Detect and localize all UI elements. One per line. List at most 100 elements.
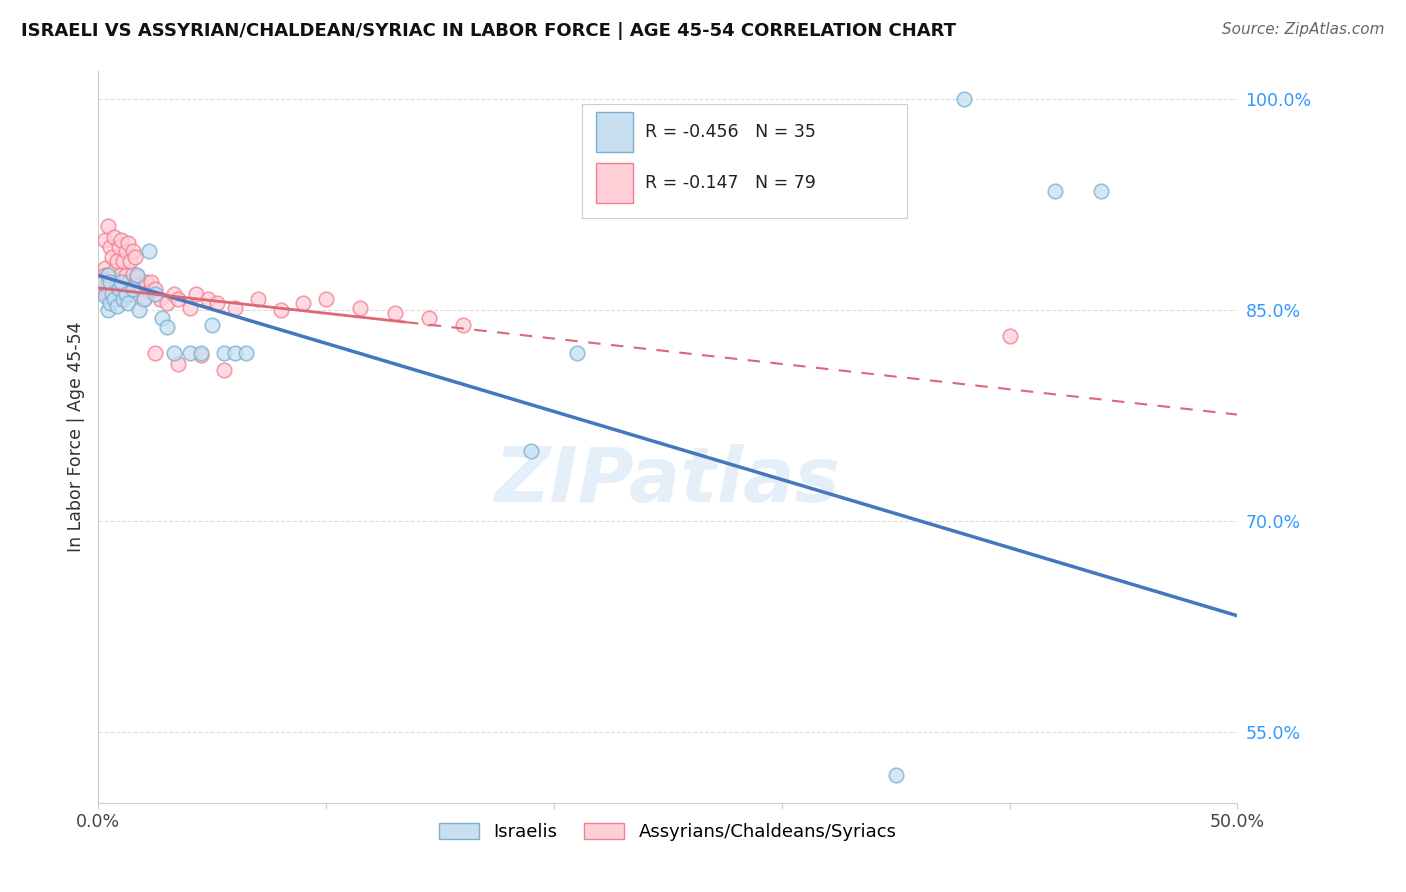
- Point: [101, 250, 124, 264]
- Point: [1090, 184, 1112, 198]
- Point: [998, 328, 1021, 343]
- Point: [138, 284, 160, 298]
- Text: R = -0.147   N = 79: R = -0.147 N = 79: [645, 174, 815, 193]
- Text: R = -0.456   N = 35: R = -0.456 N = 35: [645, 123, 815, 141]
- Point: [186, 286, 208, 301]
- Point: [212, 345, 235, 359]
- Point: [138, 244, 160, 259]
- Point: [98, 292, 121, 306]
- Point: [128, 278, 150, 293]
- Point: [103, 271, 125, 285]
- Point: [98, 271, 121, 285]
- Point: [270, 303, 292, 318]
- Point: [110, 276, 132, 290]
- Point: [156, 296, 179, 310]
- Point: [121, 267, 143, 281]
- Point: [953, 93, 976, 107]
- Point: [96, 268, 118, 283]
- Point: [1043, 184, 1066, 198]
- Point: [349, 301, 371, 315]
- Point: [565, 345, 588, 359]
- Point: [117, 235, 139, 250]
- Point: [108, 284, 131, 298]
- FancyBboxPatch shape: [582, 104, 907, 218]
- Point: [110, 233, 132, 247]
- Point: [135, 276, 157, 290]
- Point: [114, 244, 136, 259]
- Point: [197, 292, 219, 306]
- Point: [91, 276, 114, 290]
- Point: [246, 292, 269, 306]
- Text: ISRAELI VS ASSYRIAN/CHALDEAN/SYRIAC IN LABOR FORCE | AGE 45-54 CORRELATION CHART: ISRAELI VS ASSYRIAN/CHALDEAN/SYRIAC IN L…: [21, 22, 956, 40]
- Point: [139, 276, 162, 290]
- Point: [167, 292, 190, 306]
- Point: [94, 268, 117, 283]
- Point: [103, 230, 125, 244]
- Point: [451, 318, 474, 332]
- Point: [114, 282, 136, 296]
- Point: [120, 254, 142, 268]
- Y-axis label: In Labor Force | Age 45-54: In Labor Force | Age 45-54: [66, 322, 84, 552]
- Point: [190, 349, 212, 363]
- Point: [162, 345, 184, 359]
- Point: [127, 268, 149, 283]
- Point: [91, 282, 114, 296]
- Point: [108, 240, 131, 254]
- Point: [114, 268, 136, 283]
- Point: [205, 296, 228, 310]
- FancyBboxPatch shape: [596, 163, 633, 203]
- Point: [105, 299, 128, 313]
- Point: [105, 286, 128, 301]
- Point: [98, 282, 121, 296]
- Point: [145, 286, 167, 301]
- Point: [127, 269, 149, 284]
- Point: [112, 254, 135, 268]
- Point: [128, 303, 150, 318]
- Point: [105, 254, 128, 268]
- Point: [212, 362, 235, 376]
- Point: [384, 306, 406, 320]
- Point: [121, 244, 143, 259]
- Point: [96, 289, 118, 303]
- Point: [114, 286, 136, 301]
- Point: [224, 301, 246, 315]
- Point: [235, 345, 257, 359]
- Point: [96, 219, 118, 233]
- Point: [112, 286, 135, 301]
- Point: [121, 286, 143, 301]
- Point: [149, 292, 172, 306]
- Point: [108, 272, 131, 286]
- Point: [96, 268, 118, 283]
- Point: [108, 282, 131, 296]
- Point: [105, 276, 128, 290]
- Point: [315, 292, 337, 306]
- Point: [520, 444, 543, 458]
- Text: Source: ZipAtlas.com: Source: ZipAtlas.com: [1222, 22, 1385, 37]
- Point: [124, 250, 146, 264]
- Point: [110, 292, 132, 306]
- Point: [117, 286, 139, 301]
- Point: [120, 276, 142, 290]
- Point: [94, 233, 117, 247]
- Point: [132, 292, 155, 306]
- Point: [150, 310, 173, 325]
- Point: [94, 289, 117, 303]
- FancyBboxPatch shape: [596, 112, 633, 153]
- Point: [201, 318, 224, 332]
- Point: [131, 282, 153, 296]
- Point: [112, 292, 135, 306]
- Point: [167, 357, 190, 371]
- Point: [190, 345, 212, 359]
- Point: [94, 286, 117, 301]
- Point: [145, 345, 167, 359]
- Point: [117, 276, 139, 290]
- Point: [418, 310, 440, 325]
- Point: [94, 261, 117, 276]
- Point: [103, 264, 125, 278]
- Point: [98, 276, 121, 290]
- Legend: Israelis, Assyrians/Chaldeans/Syriacs: Israelis, Assyrians/Chaldeans/Syriacs: [432, 816, 904, 848]
- Point: [292, 296, 315, 310]
- Point: [145, 282, 167, 296]
- Point: [224, 345, 246, 359]
- Point: [98, 296, 121, 310]
